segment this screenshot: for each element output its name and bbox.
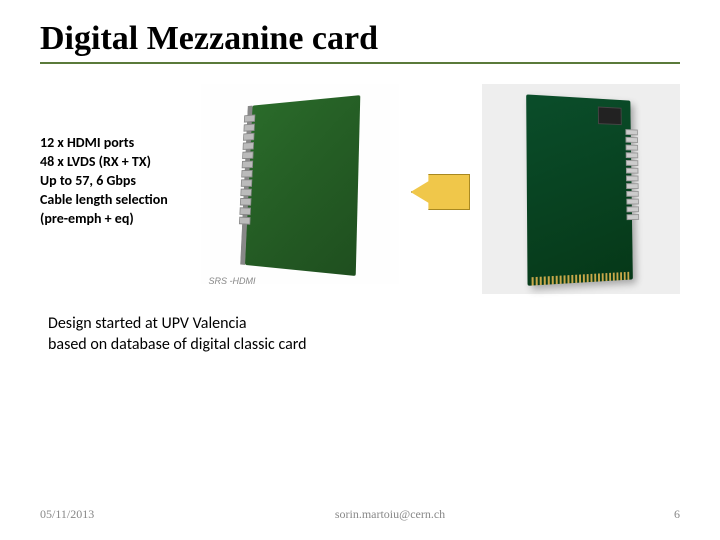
- footer-page-number: 6: [650, 507, 680, 522]
- slide-title: Digital Mezzanine card: [40, 20, 680, 64]
- design-line: based on database of digital classic car…: [48, 335, 680, 356]
- spec-line: Up to 57, 6 Gbps: [40, 172, 189, 191]
- spec-line: 12 x HDMI ports: [40, 134, 189, 153]
- content-row: 12 x HDMI ports 48 x LVDS (RX + TX) Up t…: [40, 84, 680, 294]
- footer-date: 05/11/2013: [40, 507, 130, 522]
- spec-line: 48 x LVDS (RX + TX): [40, 153, 189, 172]
- photo-board-icon: [526, 94, 633, 285]
- specs-block: 12 x HDMI ports 48 x LVDS (RX + TX) Up t…: [40, 84, 189, 228]
- render-board-icon: [245, 95, 360, 276]
- arrow-left-icon: [411, 174, 470, 210]
- design-line: Design started at UPV Valencia: [48, 314, 680, 335]
- footer: 05/11/2013 sorin.martoiu@cern.ch 6: [40, 507, 680, 522]
- design-text: Design started at UPV Valencia based on …: [48, 314, 680, 356]
- render-image: SRS -HDMI: [201, 84, 399, 284]
- render-label: SRS -HDMI: [209, 276, 256, 286]
- spec-line: Cable length selection (pre-emph + eq): [40, 191, 189, 229]
- photo-image: [482, 84, 680, 294]
- footer-email: sorin.martoiu@cern.ch: [130, 507, 650, 522]
